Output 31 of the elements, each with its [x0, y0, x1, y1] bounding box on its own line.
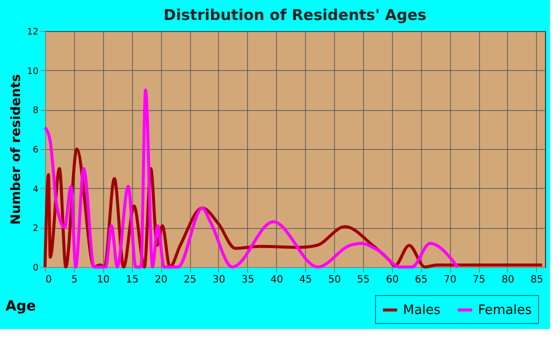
y-tick-label: 8	[32, 106, 39, 116]
x-tick-label: 50	[328, 274, 341, 286]
x-tick-label: 85	[530, 274, 544, 286]
y-axis-title: Number of residents	[9, 74, 24, 225]
y-tick-label: 6	[32, 146, 39, 156]
x-tick-label: 15	[126, 274, 139, 286]
x-tick-label: 75	[472, 274, 486, 286]
x-tick-label: 40	[270, 274, 284, 286]
x-tick-label: 45	[299, 274, 312, 286]
x-tick-label: 65	[414, 274, 428, 286]
x-tick-label: 55	[357, 274, 370, 286]
y-tick-label: 10	[27, 66, 39, 77]
y-tick-label: 2	[32, 224, 38, 234]
x-tick-label: 25	[184, 274, 196, 286]
x-tick-label: 0	[46, 274, 52, 286]
y-tick-label: 0	[32, 264, 39, 274]
x-axis-title: Age	[6, 298, 36, 314]
x-tick-label: 35	[241, 274, 254, 286]
y-tick-label: 4	[32, 184, 39, 195]
line-series	[44, 88, 460, 268]
x-tick-label: 70	[444, 274, 456, 286]
legend-label: Males	[403, 303, 441, 318]
x-tick-label: 10	[96, 274, 110, 286]
x-tick-label: 30	[212, 274, 226, 286]
y-tick-label: 12	[27, 28, 38, 38]
x-tick-label: 80	[502, 274, 514, 286]
x-tick-label: 20	[154, 274, 168, 286]
chart-title: Distribution of Residents' Ages	[164, 6, 427, 24]
x-tick-label: 60	[386, 274, 399, 286]
legend-label: Females	[478, 303, 532, 318]
x-tick-label: 5	[71, 274, 78, 286]
